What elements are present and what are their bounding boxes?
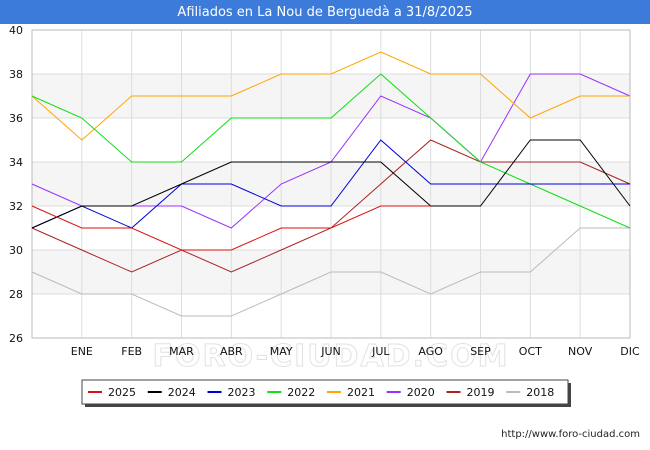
y-tick-label: 32 [9, 200, 23, 213]
series-line-2024 [31, 139, 631, 229]
legend-label: 2024 [168, 386, 196, 399]
x-tick-label: AGO [418, 345, 443, 358]
watermark-layer: FORO-CIUDAD.COM [152, 339, 510, 375]
y-tick-label: 36 [9, 112, 23, 125]
x-tick-label: JUN [320, 345, 341, 358]
axis-layer: 26 28 30 32 34 36 38 40 ENE FEB MAR ABR MAY JUN JUL AGO… [9, 24, 640, 358]
x-tick-label: FEB [121, 345, 142, 358]
x-tick-label: MAY [270, 345, 293, 358]
y-tick-label: 38 [9, 68, 23, 81]
legend-item-2025: 2025 [88, 386, 136, 399]
legend-label: 2023 [228, 386, 256, 399]
legend-item-2019: 2019 [446, 386, 495, 399]
legend-label: 2019 [467, 386, 495, 399]
series-layer [31, 51, 631, 317]
legend-item-2021: 2021 [327, 386, 375, 399]
legend-item-2018: 2018 [506, 386, 554, 399]
x-tick-label: ENE [71, 345, 93, 358]
x-tick-label: OCT [519, 345, 542, 358]
y-tick-label: 26 [9, 332, 23, 345]
y-tick-label: 34 [9, 156, 23, 169]
x-tick-label: NOV [568, 345, 593, 358]
y-tick-label: 30 [9, 244, 23, 257]
legend-item-2023: 2023 [207, 386, 256, 399]
legend-box [81, 379, 569, 405]
chart-title: Afiliados en La Nou de Berguedà a 31/8/2… [0, 0, 650, 24]
x-tick-label: MAR [169, 345, 194, 358]
legend-label: 2021 [347, 386, 375, 399]
legend: 2025 2024 2023 2022 2021 2020 2019 2018 [81, 379, 571, 407]
series-line-2021 [31, 51, 630, 141]
y-tick-label: 40 [9, 24, 23, 37]
x-tick-label: ABR [220, 345, 243, 358]
legend-item-2022: 2022 [267, 386, 315, 399]
legend-label: 2022 [287, 386, 315, 399]
legend-item-2020: 2020 [386, 386, 435, 399]
legend-label: 2020 [407, 386, 435, 399]
legend-label: 2025 [108, 386, 136, 399]
legend-item-2024: 2024 [147, 386, 196, 399]
y-tick-label: 28 [9, 288, 23, 301]
watermark: FORO-CIUDAD.COM [153, 339, 510, 374]
x-tick-label: DIC [620, 345, 640, 358]
x-tick-label: JUL [371, 345, 390, 358]
x-tick-label: SEP [470, 345, 491, 358]
legend-label: 2018 [526, 386, 554, 399]
series-line-2018 [31, 227, 630, 317]
series-line-2025 [31, 205, 431, 251]
source-url[interactable]: http://www.foro-ciudad.com [501, 429, 640, 440]
